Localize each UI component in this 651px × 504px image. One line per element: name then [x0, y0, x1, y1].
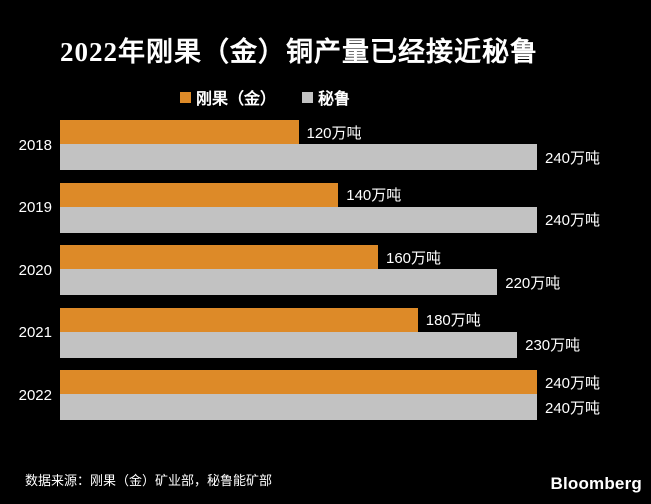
bar-value-label: 240万吨 [545, 374, 601, 392]
row-year-label: 2020 [18, 261, 52, 279]
barline: 120万吨 [60, 120, 651, 144]
barline: 240万吨 [60, 206, 651, 233]
bar-value-label: 120万吨 [306, 124, 362, 142]
bar-congo-2021 [60, 307, 418, 332]
legend-swatch-orange-icon [180, 91, 191, 103]
bar-peru-2022 [60, 394, 537, 420]
bar-value-label: 140万吨 [346, 187, 402, 204]
chart-row: 2020 160万吨 220万吨 [0, 245, 651, 295]
chart-row: 2021 180万吨 230万吨 [0, 307, 651, 358]
barline: 180万吨 [60, 307, 651, 332]
bar-peru-2018 [60, 144, 537, 170]
bar-congo-2018 [60, 120, 299, 144]
bar-value-label: 180万吨 [425, 312, 481, 329]
barline: 240万吨 [60, 370, 651, 394]
source-note: 数据来源：刚果（金）矿业部，秘鲁能矿部 [25, 473, 273, 488]
row-year-label: 2019 [18, 199, 52, 216]
chart-title: 2022年刚果（金）铜产量已经接近秘鲁 [60, 37, 538, 67]
bar-peru-2020 [60, 269, 498, 295]
row-year-label: 2022 [18, 386, 52, 404]
bar-value-label: 240万吨 [545, 149, 601, 167]
chart-row: 2019 140万吨 240万吨 [0, 182, 651, 233]
bar-congo-2019 [60, 182, 339, 207]
legend-swatch-gray-icon [302, 91, 314, 103]
legend-entry-peru: 秘鲁 [302, 85, 350, 109]
bar-peru-2019 [60, 206, 537, 233]
bar-congo-2022 [60, 370, 537, 394]
chart-legend: 刚果（金） 秘鲁 [180, 85, 350, 109]
legend-label-congo: 刚果（金） [196, 91, 277, 108]
bloomberg-logo: Bloomberg [550, 474, 642, 493]
bar-chart: 2018 120万吨 240万吨 2019 140万吨 240万吨 2020 160万吨 220… [0, 120, 651, 422]
barline: 240万吨 [60, 394, 651, 420]
row-year-label: 2021 [18, 324, 52, 341]
bar-value-label: 220万吨 [505, 274, 561, 292]
chart-row: 2022 240万吨 240万吨 [0, 370, 651, 420]
chart-row: 2018 120万吨 240万吨 [0, 120, 651, 170]
barline: 230万吨 [60, 331, 651, 358]
bar-peru-2021 [60, 331, 518, 358]
barline: 240万吨 [60, 144, 651, 170]
bar-value-label: 240万吨 [545, 212, 601, 229]
barline: 140万吨 [60, 182, 651, 207]
bar-congo-2020 [60, 245, 378, 269]
bar-value-label: 230万吨 [525, 337, 581, 354]
bar-value-label: 240万吨 [545, 399, 601, 417]
barline: 220万吨 [60, 269, 651, 295]
legend-entry-congo: 刚果（金） [180, 85, 276, 109]
row-year-label: 2018 [18, 136, 52, 154]
bar-value-label: 160万吨 [386, 249, 442, 267]
legend-label-peru: 秘鲁 [318, 91, 351, 108]
barline: 160万吨 [60, 245, 651, 269]
